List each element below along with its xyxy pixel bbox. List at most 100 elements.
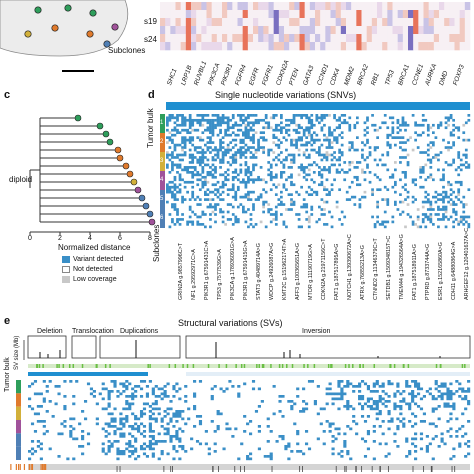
sv-cell: [122, 417, 126, 421]
sv-cell: [178, 445, 182, 448]
sv-cell: [107, 425, 111, 428]
snv-cell: [198, 163, 202, 167]
sv-cell: [134, 457, 138, 461]
snv-cell: [315, 190, 319, 194]
snv-cell: [221, 153, 225, 157]
snv-cell: [290, 141, 293, 144]
sv-cell: [125, 415, 129, 418]
sv-cell: [131, 395, 135, 398]
heatmap-cell: [201, 18, 207, 27]
sv-green-mark: [327, 364, 330, 368]
sv-cell: [402, 417, 406, 421]
sv-cell: [151, 435, 155, 438]
snv-cell: [401, 116, 405, 120]
snv-cell: [178, 131, 182, 135]
snv-cell: [252, 205, 255, 209]
snv-cell: [166, 116, 169, 120]
sv-cell: [175, 432, 179, 436]
snv-cell: [257, 118, 260, 122]
sv-cell: [193, 392, 197, 396]
heatmap-cell: [402, 26, 409, 35]
snv-cell: [320, 126, 324, 130]
snv-cell: [439, 123, 443, 127]
sv-cell: [86, 382, 91, 386]
sv-orange-mark: [28, 464, 30, 470]
snv-cell: [247, 195, 250, 199]
snv-cell: [178, 173, 182, 177]
heatmap-cell: [237, 34, 243, 43]
snv-cell: [429, 208, 433, 211]
snv-cell: [401, 141, 405, 144]
sample-label: Subclones: [108, 46, 146, 55]
subclone-strip: [160, 190, 165, 209]
heatmap-cell: [459, 26, 466, 35]
snv-cell: [231, 223, 235, 226]
sv-cell: [98, 392, 102, 396]
snv-cell: [178, 166, 182, 169]
sv-cell: [349, 382, 353, 386]
sv-cell: [33, 380, 38, 383]
sv-cell: [269, 457, 273, 461]
sv-cell: [128, 425, 132, 428]
sv-cell: [304, 402, 309, 406]
snv-cell: [335, 171, 339, 174]
sv-cell: [340, 390, 344, 393]
snv-cell: [444, 190, 448, 194]
snv-cell: [426, 158, 430, 162]
snv-cell: [404, 175, 407, 179]
sv-tick-mark: [163, 466, 165, 472]
snv-cell: [406, 123, 410, 127]
snv-cell: [447, 163, 450, 167]
sv-cell: [131, 412, 135, 416]
snv-cell: [196, 215, 200, 219]
snv-cell: [282, 223, 286, 226]
heatmap-cell: [232, 18, 238, 27]
snv-cell: [378, 188, 382, 192]
snv-cell: [166, 128, 169, 132]
sv-cell: [449, 405, 453, 408]
snv-cell: [350, 141, 354, 144]
snv-cell: [302, 151, 306, 154]
sv-cell: [178, 437, 182, 441]
snv-cell: [442, 185, 445, 189]
snv-cell: [287, 123, 291, 127]
legend: Variant detected Not detected Low covera…: [62, 254, 152, 290]
snv-cell: [231, 178, 235, 182]
snv-cell: [290, 175, 293, 179]
snv-cell: [173, 143, 177, 147]
heatmap-cell: [418, 2, 424, 11]
sv-cell: [257, 387, 261, 391]
sv-cell: [331, 440, 335, 443]
snv-cell: [196, 183, 200, 187]
sv-cell: [325, 392, 329, 396]
snv-cell: [323, 116, 326, 120]
snv-cell: [411, 195, 415, 199]
snv-cell: [416, 208, 420, 211]
snv-cell: [404, 156, 407, 159]
snv-cell: [381, 153, 385, 157]
snv-cell: [226, 173, 230, 177]
snv-cell: [173, 223, 177, 226]
snv-cell: [399, 136, 402, 139]
heatmap-cell: [232, 26, 238, 35]
snv-cell: [411, 200, 415, 204]
snv-cell: [368, 153, 372, 157]
snv-cell: [442, 175, 445, 179]
snv-cell: [188, 166, 192, 169]
snv-cell: [206, 146, 210, 149]
snv-cell: [214, 114, 217, 117]
snv-cell: [426, 128, 430, 132]
sv-cell: [142, 435, 147, 438]
sv-cell: [434, 435, 438, 438]
snv-cell: [166, 190, 169, 194]
snv-cell: [335, 126, 339, 130]
snv-cell: [285, 178, 288, 182]
heatmap-cell: [346, 2, 352, 11]
snv-cell: [338, 126, 341, 130]
heatmap-cell: [464, 10, 471, 19]
snv-cell: [181, 158, 184, 162]
snv-cell: [414, 198, 417, 201]
sv-cell: [195, 415, 200, 418]
sv-cell: [437, 395, 441, 398]
snv-cell: [183, 151, 187, 154]
